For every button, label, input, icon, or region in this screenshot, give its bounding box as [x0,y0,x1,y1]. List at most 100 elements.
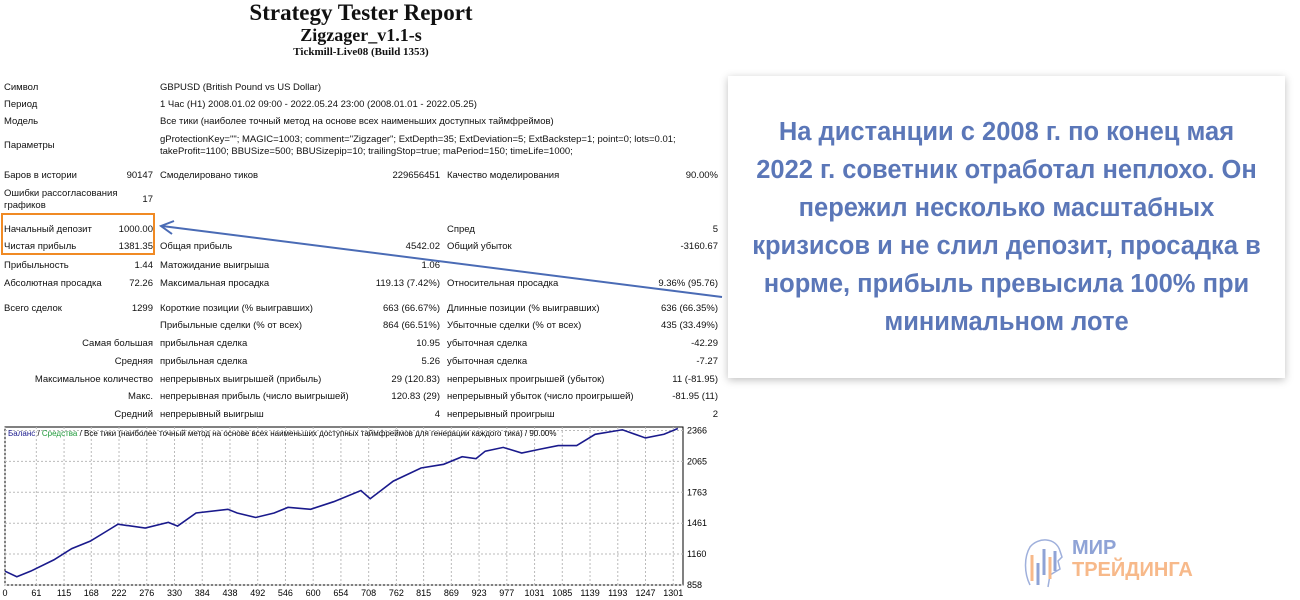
stats-cell: Прибыльность [4,260,69,271]
stats-cell: -7.27 [696,356,718,367]
plot-area [4,426,684,586]
server-name: Tickmill-Live08 (Build 1353) [293,46,429,58]
y-tick-label: 2065 [687,456,707,466]
legend-rest: / Все тики (наиболее точный метод на осн… [77,429,556,438]
x-tick-label: 492 [250,588,265,598]
y-tick-label: 858 [687,580,702,590]
x-tick-label: 1301 [663,588,683,598]
stats-cell: Средняя [114,356,153,367]
stats-cell: Самая большая [82,338,153,349]
stats-cell: 90.00% [685,170,718,181]
stats-cell: 4542.02 [405,241,440,252]
stats-cell: 1299 [131,303,153,314]
stats-cell: Смоделировано тиков [160,170,259,181]
x-tick-label: 708 [361,588,376,598]
stats-cell: Максимальная просадка [160,278,270,289]
report-title: Strategy Tester Report [249,0,473,25]
stats-cell: 5 [712,224,718,235]
arrow-line [161,225,723,298]
x-tick-label: 600 [306,588,321,598]
stats-cell: -42.29 [691,338,718,349]
stats-cell: прибыльная сделка [160,356,248,367]
stats-cell: непрерывный проигрыш [447,409,555,420]
x-tick-label: 1031 [525,588,545,598]
stats-cell: Чистая прибыль [4,241,77,252]
stats-cell: 119.13 (7.42%) [375,278,440,289]
highlight-box [1,213,155,255]
stats-cell: непрерывная прибыль (число выигрышей) [160,391,349,402]
stats-cell: Относительная просадка [447,278,559,289]
x-tick-label: 1193 [608,588,627,598]
stats-cell: непрерывных выигрышей (прибыль) [160,374,322,385]
period-label: Период [4,99,38,110]
x-tick-label: 438 [222,588,237,598]
x-tick-label: 923 [472,588,487,598]
stats-cell: 636 (66.35%) [660,303,718,314]
head-candles-logo-icon [1024,539,1063,588]
model-value: Все тики (наиболее точный метод на основ… [160,116,554,127]
stats-cell: 435 (33.49%) [660,320,718,331]
y-tick-label: 1160 [687,549,706,559]
stats-cell: -81.95 (11) [672,391,718,402]
stats-cell: Прибыльные сделки (% от всех) [160,320,303,331]
balance-line [4,427,679,578]
stats-cell: Качество моделирования [447,170,560,181]
stats-cell: 1000.00 [118,224,153,235]
stats-cell: 1.06 [421,260,441,271]
x-tick-label: 1247 [635,588,655,598]
stats-cell: непрерывный выигрыш [160,409,264,420]
params-value-2: takeProfit=1100; BBUSize=500; BBUSizepip… [160,146,573,157]
stats-cell: Убыточные сделки (% от всех) [447,320,582,331]
x-tick-label: 977 [499,588,514,598]
stats-cell: 1.44 [134,260,154,271]
period-value: 1 Час (H1) 2008.01.02 09:00 - 2022.05.24… [160,99,477,110]
stats-cell: 10.95 [416,338,440,349]
stats-cell: непрерывный убыток (число проигрышей) [447,391,634,402]
expert-name: Zigzager_v1.1-s [300,25,422,45]
x-tick-label: 762 [389,588,404,598]
x-tick-label: 0 [2,588,7,598]
stats-cell: 864 (66.51%) [382,320,440,331]
symbol-label: Символ [4,82,39,93]
stats-cell: 90147 [126,170,153,181]
stats-cell: 1381.35 [118,241,153,252]
x-tick-label: 222 [112,588,127,598]
y-tick-label: 1461 [687,518,707,528]
stats-cell: 663 (66.67%) [382,303,440,314]
legend-balance: Баланс [8,429,35,438]
stats-cell: Ошибки рассогласования графиков [4,188,118,211]
stats-cell: 4 [434,409,440,420]
x-tick-label: 1139 [580,588,599,598]
stats-cell: 17 [142,194,153,205]
stats-cell: Матожидание выигрыша [160,260,270,271]
stats-cell: Баров в истории [4,170,77,181]
stats-cell: Абсолютная просадка [4,278,102,289]
stats-cell: Всего сделок [4,303,62,314]
stats-cell: убыточная сделка [447,338,528,349]
model-label: Модель [4,116,39,127]
stats-cell: Макс. [128,391,153,402]
x-tick-label: 815 [416,588,431,598]
stats-cell: непрерывных проигрышей (убыток) [447,374,605,385]
y-tick-label: 2366 [687,425,707,435]
chart-legend: Баланс / Средства / Все тики (наиболее т… [8,429,556,438]
x-tick-label: 276 [139,588,154,598]
stats-cell: прибыльная сделка [160,338,248,349]
x-tick-label: 869 [444,588,459,598]
x-tick-label: 384 [195,588,210,598]
stats-cell: -3160.67 [680,241,718,252]
logo-text-2: ТРЕЙДИНГА [1072,559,1193,581]
stats-cell: Начальный депозит [4,224,92,235]
arrow-head-icon [158,220,175,235]
x-tick-label: 330 [167,588,182,598]
logo: МИР ТРЕЙДИНГА [1020,535,1220,590]
x-tick-label: 1085 [552,588,572,598]
stats-cell: Максимальное количество [34,374,153,385]
stats-cell: Общий убыток [447,241,512,252]
stats-cell: Короткие позиции (% выигравших) [160,303,313,314]
stats-cell: Средний [114,409,153,420]
stats-cell: Спред [447,224,475,235]
logo-text-1: МИР [1072,537,1117,559]
callout-text: На дистанции с 2008 г. по конец мая 2022… [752,118,1261,336]
